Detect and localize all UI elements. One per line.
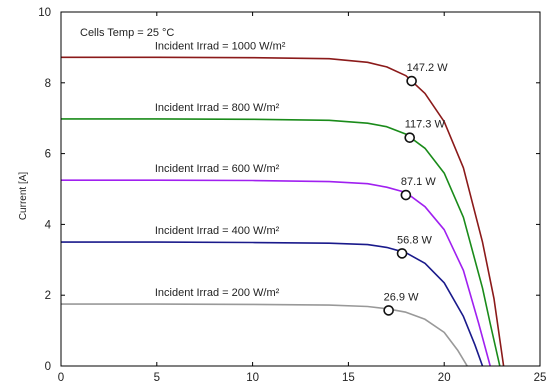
x-tick-label: 0 [58,372,64,384]
y-axis-label: Current [A] [18,172,29,221]
plot-layer: Incident Irrad = 1000 W/m² 147.2 W Inciden… [61,40,505,366]
y-tick-label: 10 [38,7,51,19]
mpp-marker-2 [400,189,412,201]
series-label-1: Incident Irrad = 800 W/m² [155,102,280,114]
mpp-label-1: 117.3 W [405,119,446,131]
curves [61,56,505,366]
mpp-label-4: 26.9 W [384,291,419,303]
y-tick-label: 8 [45,78,51,90]
series-line-2 [61,179,491,366]
x-tick-label: 10 [246,372,259,384]
mpp-marker-4 [383,305,394,316]
series-label-4: Incident Irrad = 200 W/m² [155,287,280,299]
x-tick-label: 20 [438,372,451,384]
mpp-marker-3 [396,248,408,259]
mpp-label-3: 56.8 W [397,234,432,246]
series-label-3: Incident Irrad = 400 W/m² [155,225,280,237]
axes-layer: 0 5 10 15 20 25 0 2 4 6 8 10 [38,7,546,384]
mpp-marker-1 [404,132,416,143]
series-line-4 [61,303,468,366]
mpp-marker-0 [406,75,417,87]
x-tick-label: 25 [534,372,547,384]
series-line-3 [61,241,484,366]
series-label-0: Incident Irrad = 1000 W/m² [155,40,286,52]
series-label-2: Incident Irrad = 600 W/m² [155,163,280,175]
y-tick-label: 4 [45,219,52,231]
y-tick-label: 0 [45,361,51,373]
x-tick-label: 5 [154,372,160,384]
y-tick-label: 6 [45,149,51,161]
mpp-label-0: 147.2 W [407,62,449,74]
x-tick-label: 15 [342,372,355,384]
temp-annotation: Cells Temp = 25 °C [80,27,174,39]
series-line-0 [61,56,505,366]
mpp-label-2: 87.1 W [401,176,436,188]
plot-frame [60,11,541,367]
y-tick-label: 2 [45,290,51,302]
